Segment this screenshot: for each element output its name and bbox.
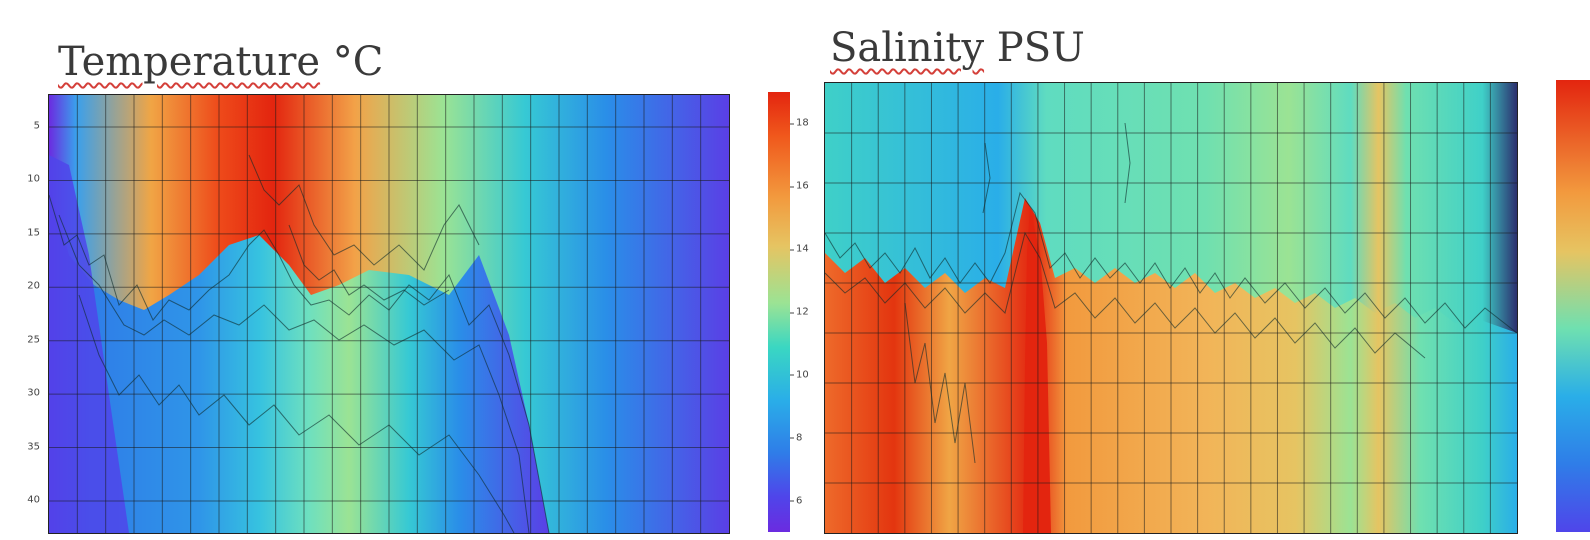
salinity-contours: [825, 122, 1517, 464]
temperature-colorbar: [768, 92, 790, 532]
temperature-y-tick: 5: [33, 120, 40, 132]
salinity-colorbar: [1556, 80, 1590, 532]
temperature-title-word: Temperature: [58, 39, 321, 85]
temperature-y-tick: 15: [27, 227, 40, 239]
temperature-deep-field: [49, 185, 549, 533]
salinity-grid: [825, 83, 1517, 533]
temperature-colorbar-tick: 8: [789, 432, 803, 444]
temperature-contours: [49, 154, 550, 533]
salinity-title-unit: PSU: [996, 25, 1085, 71]
temperature-heatmap: [49, 95, 729, 533]
salinity-title: Salinity PSU: [830, 28, 1085, 68]
temperature-colorbar-ticks: 6 8 10 12 14 16 18: [789, 92, 830, 532]
salinity-high-plume: [1023, 208, 1051, 533]
temperature-colorbar-tick: 12: [790, 306, 809, 318]
temperature-y-tick: 20: [27, 280, 40, 292]
temperature-y-tick: 25: [27, 334, 40, 346]
temperature-title: Temperature °C: [58, 42, 383, 82]
temperature-grid: [49, 95, 729, 533]
temperature-y-tick: 40: [27, 494, 40, 506]
temperature-colorbar-tick: 16: [790, 180, 809, 192]
temperature-title-unit: °C: [332, 39, 384, 85]
temperature-colorbar-tick: 18: [790, 117, 809, 129]
temperature-y-tick: 10: [27, 173, 40, 185]
salinity-heatmap: [825, 83, 1517, 533]
temperature-cold-wedge: [49, 155, 129, 533]
temperature-plot-area: [48, 94, 730, 534]
temperature-y-tick: 35: [27, 441, 40, 453]
salinity-plot-area: [824, 82, 1518, 534]
temperature-colorbar-tick: 10: [790, 369, 809, 381]
temperature-colorbar-tick: 14: [790, 243, 809, 255]
temperature-colorbar-tick: 6: [789, 495, 803, 507]
salinity-title-word: Salinity: [830, 25, 985, 71]
temperature-y-tick: 30: [27, 387, 40, 399]
temperature-y-axis: 5 10 15 20 25 30 35 40: [18, 94, 40, 532]
